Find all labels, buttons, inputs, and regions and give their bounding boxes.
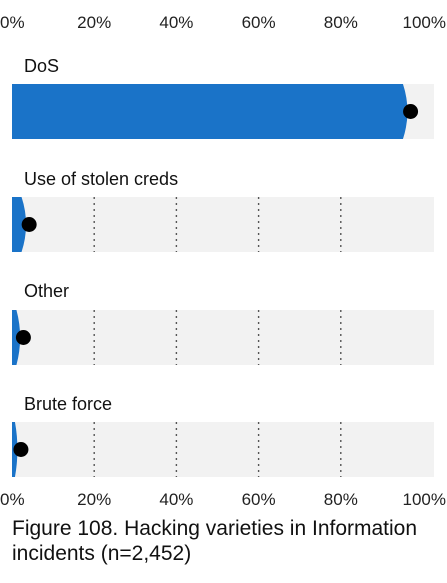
bottom-axis-ticks: 0% 20% 40% 60% 80% 100%	[0, 490, 446, 509]
gridlines	[93, 84, 342, 477]
bottom-tick-label: 0%	[0, 490, 25, 509]
bottom-tick-label: 80%	[324, 490, 358, 509]
bar	[12, 197, 27, 252]
bottom-tick-label: 60%	[242, 490, 276, 509]
category-label: Use of stolen creds	[24, 169, 178, 189]
bar-track	[12, 422, 434, 477]
bar-end-point	[15, 330, 31, 345]
bar-end-point	[21, 217, 37, 232]
bar-track	[12, 310, 434, 365]
bar-end-points	[13, 104, 419, 457]
category-label: Other	[24, 281, 69, 301]
top-tick-label: 20%	[77, 13, 111, 32]
top-axis-ticks: 0% 20% 40% 60% 80% 100%	[0, 13, 446, 32]
category-label: Brute force	[24, 394, 112, 414]
bar	[12, 84, 408, 139]
chart: 0% 20% 40% 60% 80% 100% DoS Use of stolen cred…	[0, 13, 446, 509]
bar-end-point	[403, 104, 419, 119]
bottom-tick-label: 40%	[159, 490, 193, 509]
top-tick-label: 0%	[0, 13, 25, 32]
top-tick-label: 100%	[403, 13, 446, 32]
category-label: DoS	[24, 56, 59, 76]
category-labels: DoS Use of stolen creds Other Brute force	[24, 56, 178, 414]
bottom-tick-label: 20%	[77, 490, 111, 509]
top-tick-label: 40%	[159, 13, 193, 32]
top-tick-label: 60%	[242, 13, 276, 32]
top-tick-label: 80%	[324, 13, 358, 32]
bottom-tick-label: 100%	[403, 490, 446, 509]
bar-track	[12, 197, 434, 252]
figure-caption: Figure 108. Hacking varieties in Informa…	[12, 517, 418, 565]
bar-tracks	[12, 84, 434, 477]
bar-end-point	[13, 442, 29, 457]
bars	[12, 84, 408, 477]
